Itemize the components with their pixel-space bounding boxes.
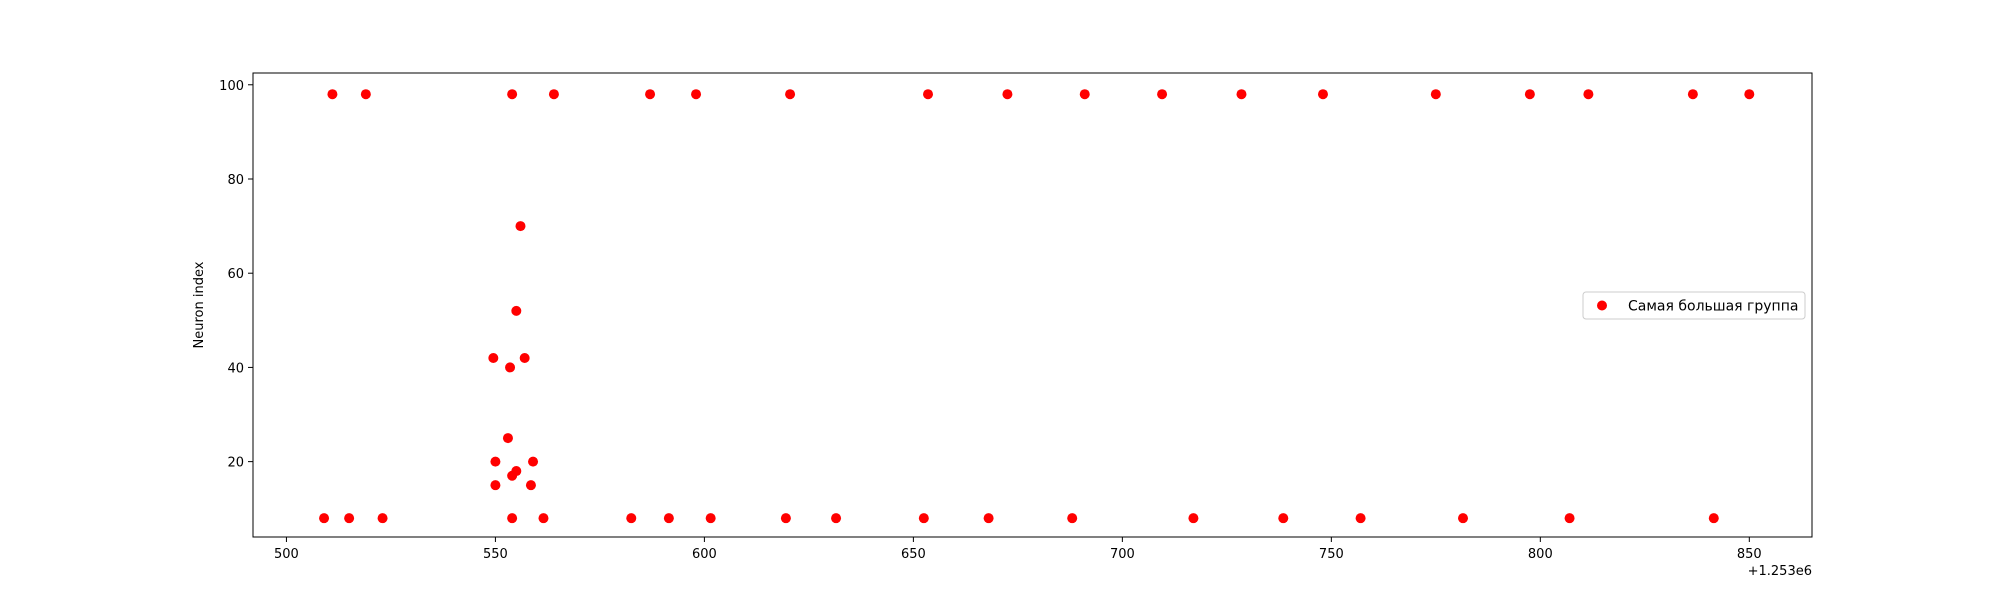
legend-marker — [1597, 300, 1607, 311]
data-point — [1278, 513, 1289, 524]
data-point — [780, 513, 791, 524]
data-point — [645, 89, 656, 100]
data-points — [319, 89, 1755, 524]
data-point — [525, 480, 536, 491]
data-point — [1236, 89, 1247, 100]
y-tick-label: 80 — [227, 173, 244, 188]
data-point — [502, 433, 513, 444]
data-point — [831, 513, 842, 524]
data-point — [691, 89, 702, 100]
x-axis-offset-label: +1.253e6 — [1748, 564, 1812, 579]
data-point — [923, 89, 934, 100]
y-axis-label: Neuron index — [192, 261, 207, 348]
data-point — [519, 352, 530, 363]
data-point — [918, 513, 929, 524]
data-point — [1157, 89, 1168, 100]
data-point — [511, 305, 522, 316]
data-point — [1317, 89, 1328, 100]
data-point — [1188, 513, 1199, 524]
x-tick-label: 650 — [901, 547, 926, 562]
data-point — [1524, 89, 1535, 100]
data-point — [515, 221, 526, 232]
data-point — [785, 89, 796, 100]
data-point — [319, 513, 330, 524]
x-tick-label: 600 — [692, 547, 717, 562]
legend: Самая большая группа — [1582, 291, 1806, 320]
x-tick-label: 750 — [1319, 547, 1344, 562]
data-point — [327, 89, 338, 100]
x-tick-label: 850 — [1737, 547, 1762, 562]
data-point — [1079, 89, 1090, 100]
data-point — [983, 513, 994, 524]
x-tick-label: 500 — [274, 547, 299, 562]
legend-label: Самая большая группа — [1628, 299, 1798, 315]
data-point — [507, 470, 518, 481]
data-point — [507, 513, 518, 524]
data-point — [1564, 513, 1575, 524]
data-point — [360, 89, 371, 100]
x-tick-label: 800 — [1528, 547, 1553, 562]
data-point — [488, 352, 499, 363]
data-point — [1355, 513, 1366, 524]
data-point — [1067, 513, 1078, 524]
data-point — [1687, 89, 1698, 100]
data-point — [548, 89, 559, 100]
y-tick-label: 20 — [227, 456, 244, 471]
legend-box — [1582, 291, 1806, 320]
data-point — [490, 480, 501, 491]
data-point — [1708, 513, 1719, 524]
data-point — [528, 456, 539, 467]
data-point — [1458, 513, 1469, 524]
data-point — [705, 513, 716, 524]
data-point — [1583, 89, 1594, 100]
x-tick-label: 550 — [483, 547, 508, 562]
data-point — [1744, 89, 1755, 100]
data-point — [626, 513, 637, 524]
y-tick-label: 60 — [227, 267, 244, 282]
y-tick-label: 100 — [219, 79, 244, 94]
x-tick-label: 700 — [1110, 547, 1135, 562]
data-point — [507, 89, 518, 100]
data-point — [377, 513, 388, 524]
y-tick-label: 40 — [227, 361, 244, 376]
data-point — [538, 513, 549, 524]
data-point — [1430, 89, 1441, 100]
data-point — [505, 362, 516, 373]
data-point — [344, 513, 355, 524]
data-point — [663, 513, 674, 524]
axis-ticks: 500 550 600 650 700 750 800 850 20 40 60 80 100 — [219, 79, 1762, 562]
plot-frame — [252, 72, 1813, 538]
data-point — [1002, 89, 1013, 100]
data-point — [490, 456, 501, 467]
